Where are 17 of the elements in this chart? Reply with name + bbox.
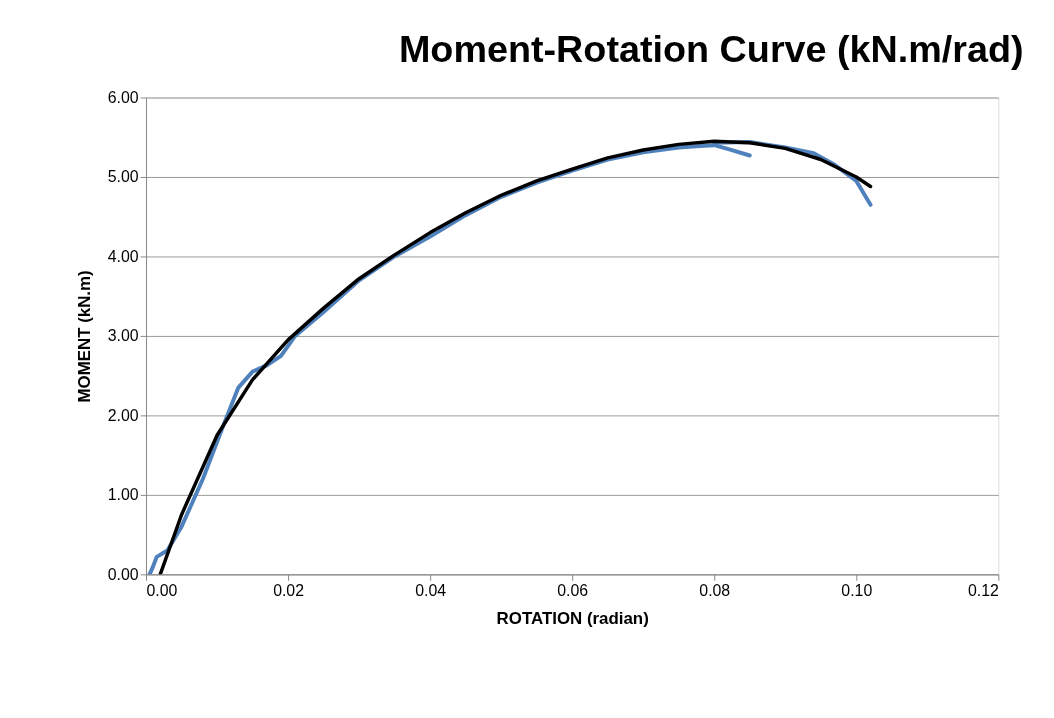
y-tick-label: 0.00 bbox=[107, 565, 139, 583]
y-tick-label: 3.00 bbox=[107, 327, 139, 345]
x-tick-label: 0.08 bbox=[699, 581, 731, 599]
x-tick-label: 0.04 bbox=[415, 581, 447, 599]
x-tick-label: 0.02 bbox=[273, 581, 305, 599]
y-tick-label: 2.00 bbox=[107, 406, 139, 424]
y-tick-label: 5.00 bbox=[107, 168, 139, 186]
y-tick-label: 4.00 bbox=[107, 247, 139, 265]
y-tick-label: 1.00 bbox=[107, 486, 139, 504]
x-tick-label: 0.00 bbox=[146, 581, 178, 599]
x-tick-label: 0.12 bbox=[967, 581, 1000, 599]
y-tick-label: 6.00 bbox=[107, 88, 139, 106]
x-axis-title: ROTATION (radian) bbox=[496, 608, 649, 628]
chart-title: Moment-Rotation Curve (kN.m/rad) bbox=[398, 27, 1024, 70]
y-axis-title: MOMENT (kN.m) bbox=[74, 270, 94, 403]
x-tick-label: 0.06 bbox=[557, 581, 589, 599]
x-tick-label: 0.10 bbox=[841, 581, 873, 599]
